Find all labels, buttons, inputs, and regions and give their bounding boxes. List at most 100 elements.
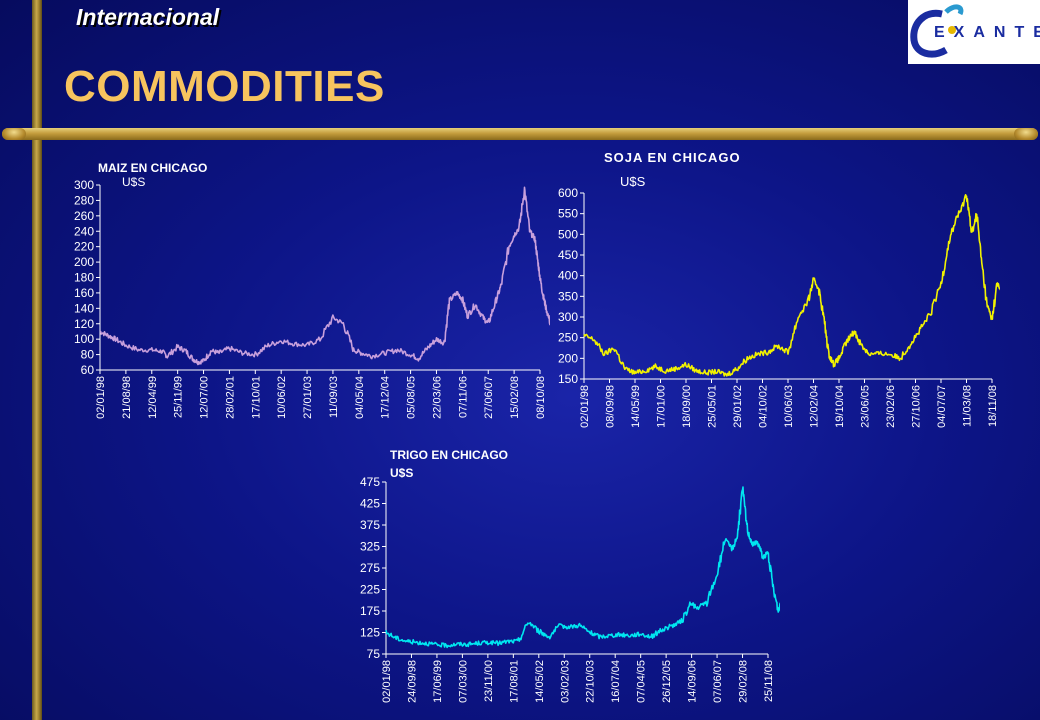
gold-horizontal-bar	[2, 128, 1038, 140]
soja-chart-x-tick-label: 29/01/02	[732, 385, 744, 428]
soja-chart-x-tick-label: 23/06/05	[860, 385, 872, 428]
logo-swoosh-icon	[910, 4, 964, 58]
maiz-chart-series-line	[99, 186, 550, 366]
soja-chart-y-tick-label: 450	[558, 248, 578, 262]
soja-chart: SOJA EN CHICAGO U$S 150 200 250 300 350 400 45…	[558, 150, 1000, 428]
soja-chart-y-tick-label: 400	[558, 269, 578, 283]
soja-chart-x-tick-label: 04/07/07	[936, 385, 948, 428]
trigo-chart-x-tick-label: 03/02/03	[559, 660, 571, 703]
exante-logo: EXANTE	[908, 0, 1040, 64]
maiz-chart-y-tick-label: 220	[74, 240, 94, 254]
trigo-chart-x-tick-label: 25/11/08	[763, 660, 775, 702]
trigo-chart-x-tick-label: 07/04/05	[636, 660, 648, 703]
soja-chart-y-tick-label: 350	[558, 289, 578, 303]
maiz-chart-x-tick-label: 25/11/99	[173, 376, 185, 418]
soja-chart-x-tick-label: 17/01/00	[656, 385, 668, 428]
soja-chart-x-tick-label: 12/02/04	[809, 385, 821, 428]
maiz-chart-x-tick-label: 22/03/06	[431, 376, 443, 419]
maiz-chart-y-tick-label: 200	[74, 255, 94, 269]
trigo-chart: TRIGO EN CHICAGO U$S 75 125 175 225 275 325 37…	[360, 448, 780, 703]
soja-chart-x-tick-label: 27/10/06	[911, 385, 923, 428]
maiz-chart-title: MAIZ EN CHICAGO	[98, 161, 207, 175]
trigo-chart-x-tick-label: 24/09/98	[406, 660, 418, 703]
soja-chart-title: SOJA EN CHICAGO	[604, 150, 741, 165]
trigo-chart-x-tick-label: 17/06/99	[432, 660, 444, 703]
trigo-chart-x-tick-label: 23/11/00	[483, 660, 495, 702]
trigo-chart-title: TRIGO EN CHICAGO	[390, 448, 508, 462]
maiz-chart-y-tick-label: 80	[81, 348, 95, 362]
trigo-chart-y-tick-label: 475	[360, 475, 380, 489]
soja-chart-y-tick-label: 500	[558, 227, 578, 241]
soja-chart-x-tick-label: 08/09/98	[605, 385, 617, 428]
soja-chart-x-tick-label: 11/03/08	[962, 385, 974, 427]
trigo-chart-x-tick-label: 07/06/07	[712, 660, 724, 703]
maiz-chart-y-tick-label: 180	[74, 271, 94, 285]
maiz-chart-x-tick-label: 15/02/08	[509, 376, 521, 419]
trigo-chart-x-tick-label: 14/09/06	[687, 660, 699, 703]
maiz-chart-x-tick-label: 07/11/06	[457, 376, 469, 418]
maiz-chart-x-tick-label: 17/10/01	[250, 376, 262, 419]
page-title: COMMODITIES	[64, 62, 385, 111]
soja-chart-x-tick-label: 10/06/03	[783, 385, 795, 428]
soja-chart-y-tick-label: 300	[558, 310, 578, 324]
soja-chart-y-tick-label: 600	[558, 186, 578, 200]
maiz-chart-y-tick-label: 100	[74, 332, 94, 346]
maiz-chart-x-tick-label: 21/08/98	[121, 376, 133, 419]
maiz-chart-x-tick-label: 27/06/07	[483, 376, 495, 419]
gold-vertical-bar	[32, 0, 42, 720]
soja-chart-x-tick-label: 25/05/01	[707, 385, 719, 428]
trigo-chart-y-tick-label: 425	[360, 497, 380, 511]
section-label: Internacional	[76, 4, 220, 30]
maiz-chart-x-tick-label: 17/12/04	[380, 376, 392, 419]
maiz-chart-x-tick-label: 02/01/98	[95, 376, 107, 419]
trigo-chart-y-tick-label: 375	[360, 518, 380, 532]
trigo-chart-y-tick-label: 225	[360, 583, 380, 597]
maiz-chart-x-tick-label: 04/05/04	[354, 376, 366, 419]
soja-chart-x-tick-label: 18/09/00	[681, 385, 693, 428]
soja-chart-y-tick-label: 200	[558, 351, 578, 365]
soja-chart-x-tick-label: 19/10/04	[834, 385, 846, 428]
maiz-chart-x-tick-label: 11/09/03	[328, 376, 340, 418]
soja-chart-y-tick-label: 250	[558, 331, 578, 345]
trigo-chart-x-tick-label: 14/05/02	[534, 660, 546, 703]
trigo-chart-x-tick-label: 07/03/00	[457, 660, 469, 703]
soja-chart-x-tick-label: 18/11/08	[987, 385, 999, 427]
maiz-chart-y-tick-label: 280	[74, 193, 94, 207]
maiz-chart-x-tick-label: 12/07/00	[199, 376, 211, 419]
trigo-chart-x-tick-label: 29/02/08	[738, 660, 750, 703]
maiz-chart-y-tick-label: 140	[74, 301, 94, 315]
maiz-chart-x-tick-label: 27/01/03	[302, 376, 314, 419]
maiz-chart-x-tick-label: 05/08/05	[406, 376, 418, 419]
soja-chart-x-tick-label: 23/02/06	[885, 385, 897, 428]
gold-bar-right-cap	[1014, 128, 1038, 140]
trigo-chart-y-tick-label: 125	[360, 626, 380, 640]
maiz-chart-y-tick-label: 120	[74, 317, 94, 331]
logo-text: EXANTE	[934, 24, 1040, 41]
trigo-chart-x-tick-label: 02/01/98	[381, 660, 393, 703]
maiz-chart-x-tick-label: 12/04/99	[147, 376, 159, 419]
trigo-chart-x-tick-label: 26/12/05	[661, 660, 673, 703]
trigo-chart-y-tick-label: 75	[367, 647, 381, 661]
soja-chart-x-tick-label: 14/05/99	[630, 385, 642, 428]
soja-chart-series-line	[583, 193, 1000, 377]
maiz-chart-x-tick-label: 10/06/02	[276, 376, 288, 419]
trigo-chart-y-tick-label: 175	[360, 604, 380, 618]
maiz-chart-y-tick-label: 60	[81, 363, 95, 377]
soja-chart-ylabel: U$S	[620, 174, 646, 189]
trigo-chart-y-tick-label: 325	[360, 540, 380, 554]
gold-bar-left-cap	[2, 128, 26, 140]
trigo-chart-series-line	[385, 486, 780, 649]
soja-chart-x-tick-label: 02/01/98	[579, 385, 591, 428]
soja-chart-x-tick-label: 04/10/02	[758, 385, 770, 428]
trigo-chart-ylabel: U$S	[390, 466, 413, 480]
soja-chart-y-tick-label: 550	[558, 207, 578, 221]
maiz-chart-y-tick-label: 260	[74, 209, 94, 223]
trigo-chart-y-tick-label: 275	[360, 561, 380, 575]
maiz-chart-y-tick-label: 240	[74, 224, 94, 238]
soja-chart-y-tick-label: 150	[558, 372, 578, 386]
maiz-chart-x-tick-label: 28/02/01	[224, 376, 236, 419]
trigo-chart-x-tick-label: 17/08/01	[508, 660, 520, 703]
maiz-chart-x-tick-label: 08/10/08	[535, 376, 547, 419]
maiz-chart-ylabel: U$S	[122, 175, 145, 189]
